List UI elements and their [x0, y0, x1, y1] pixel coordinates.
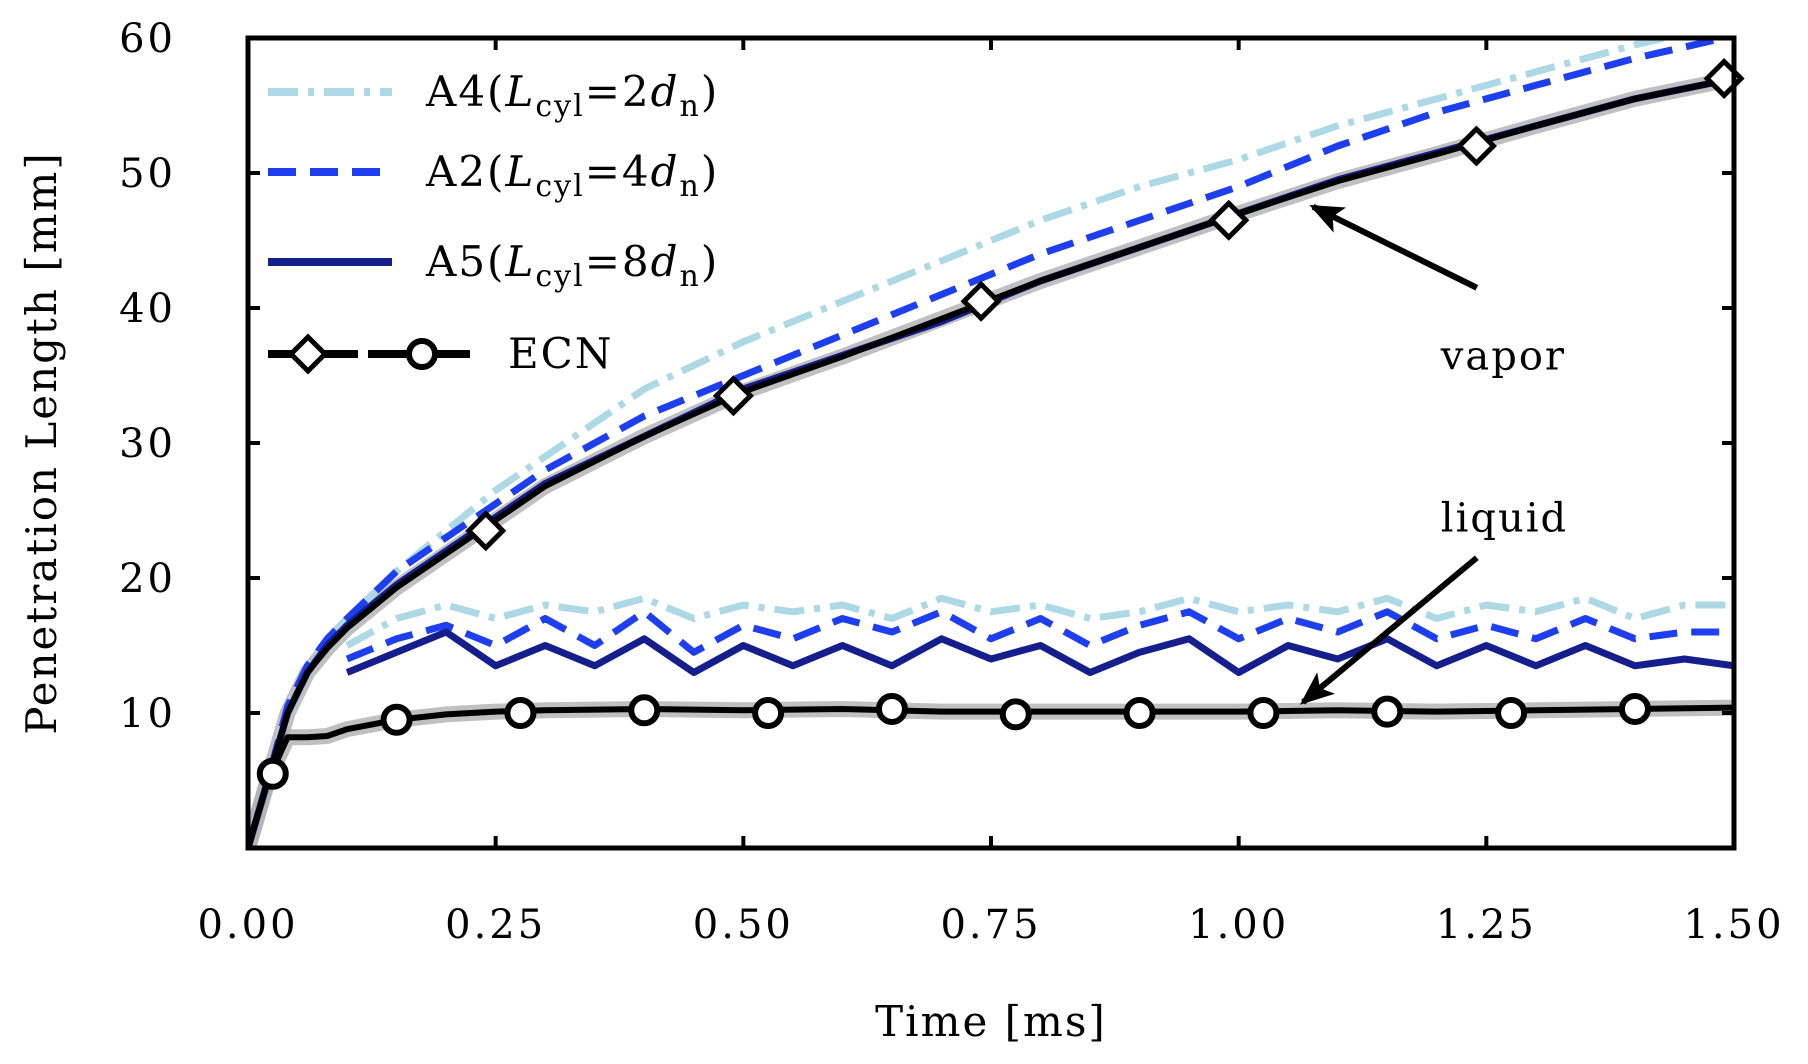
legend-item-a4: A4(Lcyl=2dn): [268, 67, 719, 124]
x-tick-label: 0.75: [940, 902, 1041, 948]
x-axis-title: Time [ms]: [875, 997, 1107, 1046]
ecn-liquid-marker: [752, 697, 785, 729]
ecn-liquid-marker: [875, 692, 908, 725]
legend-label: A4(Lcyl=2dn): [425, 67, 719, 124]
x-tick-label: 1.25: [1436, 902, 1537, 948]
legend-label: ECN: [508, 329, 614, 378]
y-tick-label: 40: [119, 286, 176, 332]
a2-vapor-line: [248, 38, 1725, 848]
y-tick-label: 50: [119, 151, 176, 197]
legend-item-a2: A2(Lcyl=4dn): [268, 147, 719, 204]
annotation-layer: vapor liquid: [1299, 204, 1568, 705]
ecn-liquid-marker: [628, 694, 661, 727]
ecn-vapor-marker: [712, 375, 754, 417]
annotation-liquid-label: liquid: [1441, 495, 1568, 541]
annotation-vapor-arrow: [1309, 204, 1479, 291]
ecn-liquid-marker: [1247, 697, 1280, 729]
legend-label: A2(Lcyl=4dn): [425, 147, 719, 204]
y-tick-label: 60: [119, 16, 176, 62]
x-tick-label: 0.25: [445, 902, 546, 948]
ecn-liquid-marker: [1123, 697, 1156, 729]
legend-item-a5: A5(Lcyl=8dn): [268, 237, 719, 294]
marker-layer: [256, 57, 1745, 790]
ecn-liquid-marker: [256, 757, 289, 790]
ecn-vapor-line: [248, 75, 1734, 848]
a4-vapor-line: [248, 38, 1666, 848]
y-axis-title: Penetration Length [mm]: [17, 151, 66, 735]
legend-item-ecn: ECN: [268, 329, 614, 378]
ecn-vapor-marker: [1455, 125, 1497, 167]
ecn-liquid-marker: [1618, 692, 1651, 725]
a4-liquid-line: [345, 594, 1734, 649]
series-layer: [248, 38, 1734, 848]
y-tick-label: 20: [119, 556, 176, 602]
ecn-liquid-marker: [504, 697, 537, 729]
legend-diamond-marker: [287, 333, 329, 375]
x-tick-label: 0.50: [693, 902, 794, 948]
legend: A4(Lcyl=2dn) A2(Lcyl=4dn) A5(Lcyl=8dn) ECN: [268, 67, 719, 378]
legend-circle-marker: [406, 338, 438, 370]
axes-layer: 0.00 0.25 0.50 0.75 1.00 1.25 1.50 10 20 30 40 50 60…: [17, 16, 1784, 1046]
y-tick-label: 10: [119, 691, 176, 737]
legend-label: A5(Lcyl=8dn): [425, 237, 719, 294]
x-tick-label: 1.00: [1188, 902, 1289, 948]
ecn-liquid-marker: [999, 698, 1032, 731]
a2-liquid-line: [345, 608, 1734, 663]
y-tick-label: 30: [119, 421, 176, 467]
x-tick-label: 0.00: [197, 902, 298, 948]
ecn-vapor-marker: [465, 510, 507, 552]
ecn-liquid-marker: [1495, 697, 1528, 729]
ecn-vapor-marker: [960, 280, 1002, 322]
ecn-vapor-marker: [1208, 199, 1250, 241]
x-tick-label: 1.50: [1683, 902, 1784, 948]
annotation-liquid-arrow: [1299, 555, 1479, 705]
ecn-liquid-marker: [1371, 695, 1404, 728]
ecn-liquid-marker: [380, 703, 413, 736]
annotation-vapor-label: vapor: [1440, 333, 1566, 379]
a5-liquid-line: [345, 628, 1734, 676]
